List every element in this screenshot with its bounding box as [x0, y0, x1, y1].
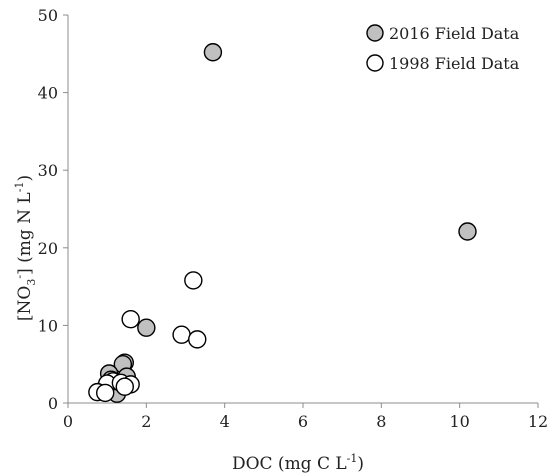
data-point: [121, 309, 140, 329]
data-point: [188, 330, 207, 349]
legend-marker: [366, 54, 384, 72]
x-tick-label: 12: [528, 412, 548, 431]
data-points: [88, 43, 477, 403]
data-point: [137, 318, 156, 337]
legend-label: 2016 Field Data: [389, 24, 520, 43]
x-tick-label: 2: [141, 412, 151, 431]
y-tick-label: 0: [48, 394, 58, 413]
data-point: [172, 325, 191, 344]
series-1: [88, 271, 207, 403]
y-axis-title: [NO3-] (mg N L-1): [13, 175, 38, 321]
x-tick-label: 6: [298, 412, 308, 431]
y-tick-label: 50: [38, 6, 58, 25]
data-point: [96, 383, 115, 403]
x-axis-title: DOC (mg C L-1): [232, 452, 364, 474]
x-tick-label: 4: [220, 412, 230, 431]
series-0: [92, 43, 477, 403]
y-tick-label: 40: [38, 84, 58, 103]
x-tick-label: 0: [63, 412, 73, 431]
y-tick-label: 20: [38, 239, 58, 258]
data-point: [184, 271, 203, 290]
y-tick-label: 30: [38, 161, 58, 180]
data-point: [458, 222, 477, 241]
data-point: [115, 377, 134, 396]
legend-marker: [366, 24, 384, 42]
y-tick-label: 10: [38, 316, 58, 335]
axes: 0 2 4 6 8 10 12 0 10 20 30 40 50: [38, 6, 549, 431]
x-tick-label: 10: [449, 412, 469, 431]
x-tick-label: 8: [376, 412, 386, 431]
data-point: [203, 43, 223, 62]
legend-label: 1998 Field Data: [389, 54, 520, 73]
legend: 2016 Field Data 1998 Field Data: [366, 24, 520, 73]
